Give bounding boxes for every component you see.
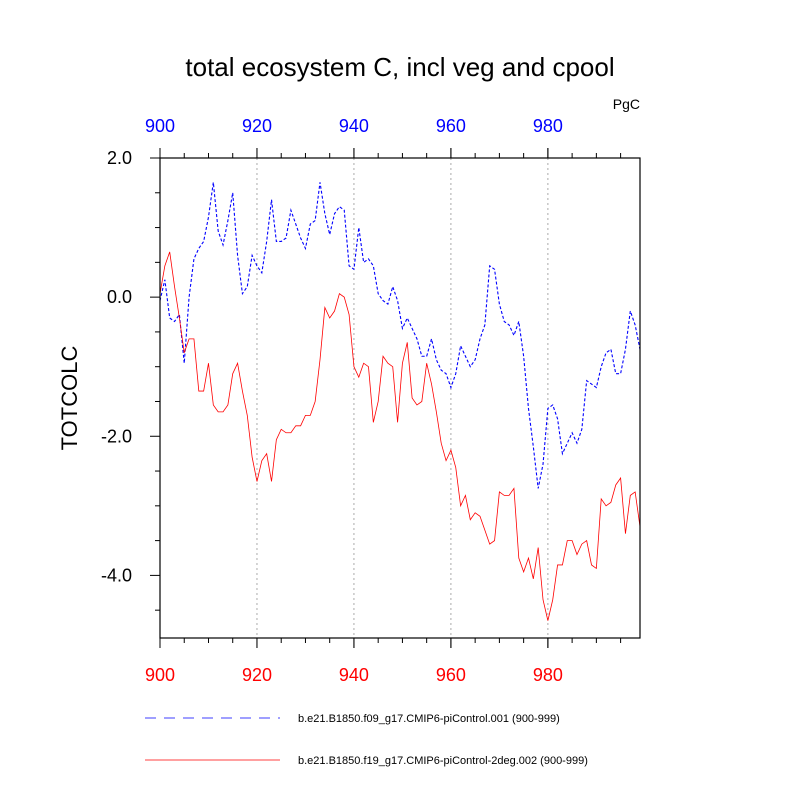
axis-ticks: 2.0 0.0 -2.0 -4.0 900 900 920 920 940 940 960 960 98… (101, 116, 622, 685)
series-line-2 (159, 251, 641, 621)
x-top-tick-label: 920 (242, 116, 272, 136)
x-bottom-tick-label: 980 (533, 665, 563, 685)
y-tick-label: 0.0 (107, 287, 132, 307)
legend-label-1: b.e21.B1850.f09_g17.CMIP6-piControl.001 … (298, 713, 560, 725)
x-top-tick-label: 980 (533, 116, 563, 136)
y-axis-label: TOTCOLC (57, 346, 82, 451)
x-top-tick-label: 960 (436, 116, 466, 136)
chart-title: total ecosystem C, incl veg and cpool (185, 52, 614, 82)
vertical-gridlines (256, 158, 549, 638)
x-bottom-tick-label: 920 (242, 665, 272, 685)
y-tick-label: -4.0 (101, 565, 132, 585)
series-layer (159, 182, 641, 621)
series-line-1 (159, 182, 641, 489)
x-bottom-tick-label: 940 (339, 665, 369, 685)
y-tick-label: -2.0 (101, 426, 132, 446)
legend: b.e21.B1850.f09_g17.CMIP6-piControl.001 … (145, 713, 588, 767)
units-label: PgC (613, 96, 640, 112)
x-top-tick-label: 940 (339, 116, 369, 136)
y-tick-label: 2.0 (107, 148, 132, 168)
plot-frame (159, 157, 641, 639)
x-bottom-tick-label: 960 (436, 665, 466, 685)
legend-label-2: b.e21.B1850.f19_g17.CMIP6-piControl-2deg… (298, 755, 588, 767)
x-top-tick-label: 900 (145, 116, 175, 136)
x-bottom-tick-label: 900 (145, 665, 175, 685)
